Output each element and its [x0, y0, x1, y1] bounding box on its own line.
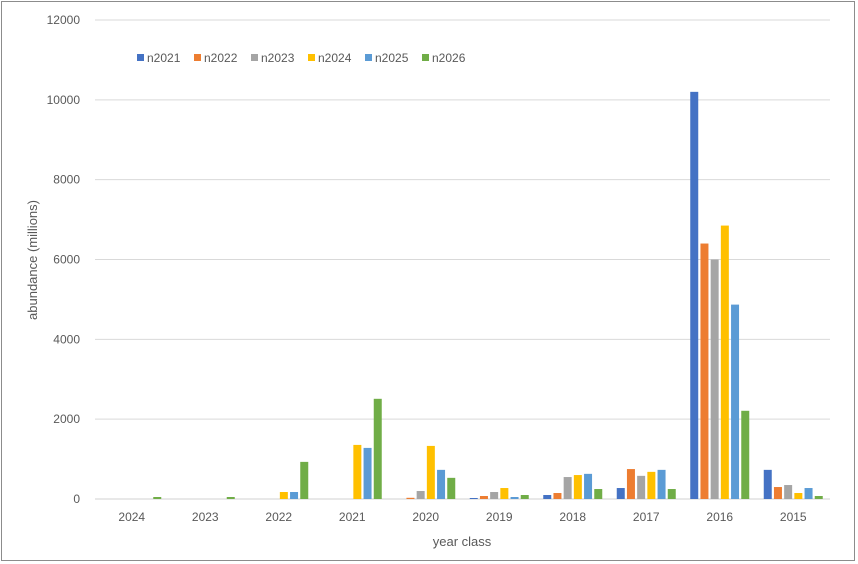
bar-n2026-2021: [373, 398, 382, 499]
bar-n2026-2023: [226, 497, 235, 499]
bar-n2024-2016: [720, 225, 729, 499]
legend-swatch-n2021: [137, 54, 144, 61]
bar-n2026-2015: [814, 496, 823, 499]
bar-n2022-2019: [479, 496, 488, 499]
bar-n2025-2016: [731, 304, 740, 499]
bar-n2025-2015: [804, 488, 813, 499]
bar-n2021-2017: [616, 488, 625, 499]
bar-n2023-2017: [637, 475, 646, 499]
legend-label-n2023: n2023: [261, 51, 295, 65]
bar-n2022-2018: [553, 493, 562, 499]
x-tick-label: 2016: [706, 510, 733, 524]
bar-n2024-2022: [279, 492, 288, 499]
y-axis-label: abundance (millions): [25, 200, 40, 320]
bar-n2025-2018: [584, 473, 593, 499]
bar-n2026-2019: [520, 495, 529, 499]
bar-n2021-2019: [469, 498, 478, 499]
bar-n2026-2018: [594, 489, 603, 499]
bar-n2026-2016: [741, 410, 750, 499]
bar-n2026-2017: [667, 489, 676, 499]
legend-swatch-n2026: [422, 54, 429, 61]
legend-label-n2022: n2022: [204, 51, 238, 65]
bar-n2026-2022: [300, 461, 309, 499]
bar-n2022-2015: [773, 487, 782, 499]
x-tick-label: 2015: [780, 510, 807, 524]
bar-n2024-2017: [647, 471, 656, 499]
legend-label-n2025: n2025: [375, 51, 409, 65]
legend-label-n2024: n2024: [318, 51, 352, 65]
bar-n2022-2020: [406, 497, 415, 499]
bar-n2021-2016: [690, 91, 699, 499]
bar-n2023-2018: [563, 477, 572, 499]
bar-n2024-2018: [573, 475, 582, 499]
x-tick-label: 2019: [486, 510, 513, 524]
y-tick-label: 12000: [47, 13, 81, 27]
y-tick-label: 6000: [53, 253, 80, 267]
x-tick-label: 2020: [412, 510, 439, 524]
legend-swatch-n2022: [194, 54, 201, 61]
y-tick-label: 8000: [53, 173, 80, 187]
bar-n2024-2015: [794, 493, 803, 499]
bar-n2023-2016: [710, 259, 719, 499]
bar-n2023-2015: [784, 485, 793, 499]
bar-n2025-2019: [510, 497, 519, 499]
bar-n2022-2017: [626, 469, 635, 499]
y-tick-label: 2000: [53, 412, 80, 426]
bar-n2023-2020: [416, 491, 425, 499]
x-tick-label: 2024: [118, 510, 145, 524]
bar-n2024-2019: [500, 488, 509, 499]
bar-n2021-2015: [763, 469, 772, 499]
bar-n2025-2017: [657, 469, 666, 499]
bar-n2021-2018: [543, 495, 552, 499]
bar-n2026-2020: [447, 477, 456, 499]
bar-n2023-2019: [490, 492, 499, 499]
bar-n2025-2021: [363, 447, 372, 499]
x-tick-label: 2022: [265, 510, 292, 524]
x-tick-label: 2021: [339, 510, 366, 524]
legend-label-n2021: n2021: [147, 51, 181, 65]
legend-swatch-n2024: [308, 54, 315, 61]
x-axis-label: year class: [433, 534, 492, 549]
x-tick-label: 2018: [559, 510, 586, 524]
bar-n2024-2020: [426, 445, 435, 499]
bar-n2026-2024: [153, 497, 162, 499]
legend-swatch-n2023: [251, 54, 258, 61]
x-tick-label: 2017: [633, 510, 660, 524]
bar-n2025-2022: [290, 492, 299, 499]
legend-swatch-n2025: [365, 54, 372, 61]
bar-n2025-2020: [437, 469, 446, 499]
x-tick-label: 2023: [192, 510, 219, 524]
y-tick-label: 10000: [47, 93, 81, 107]
y-tick-label: 0: [73, 492, 80, 506]
y-tick-label: 4000: [53, 332, 80, 346]
legend-label-n2026: n2026: [432, 51, 466, 65]
bar-n2022-2016: [700, 243, 709, 499]
bar-n2024-2021: [353, 444, 362, 499]
